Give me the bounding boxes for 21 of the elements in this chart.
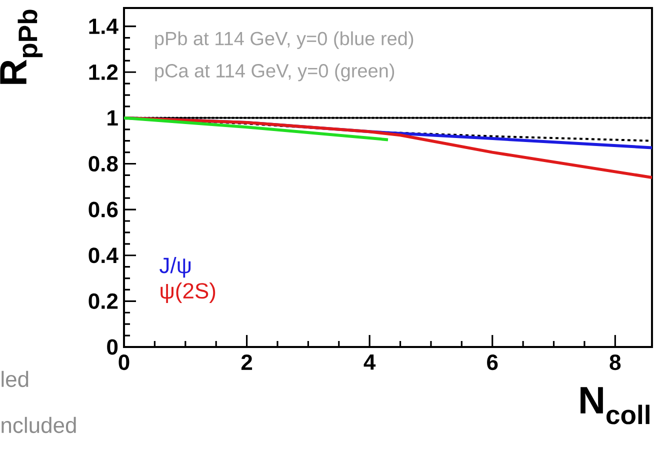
y-tick-label: 0.6	[88, 202, 118, 218]
text: led	[2, 370, 28, 388]
annotation: pPb at 114 GeV, y=0 (blue red)	[155, 31, 414, 50]
x-axis-title: N$_{coll}$	[580, 387, 650, 424]
y-axis-title: R$_{pPb}$	[0, 10, 43, 84]
x-tick-label: 2	[241, 354, 252, 370]
y-tick-label: 0.2	[88, 293, 118, 309]
text: ncluded	[2, 416, 76, 434]
y-tick-label: 1.2	[89, 64, 118, 80]
y-tick-label: 0.8	[88, 156, 118, 172]
x-tick-label: 8	[610, 354, 621, 370]
y-tick-label: 0	[107, 339, 118, 355]
annotation: pCa at 114 GeV, y=0 (green)	[155, 64, 394, 82]
x-tick-label: 4	[364, 354, 376, 370]
y-tick-label: 1.4	[89, 18, 118, 34]
y-tick-label: 1	[108, 110, 118, 126]
y-tick-label: 0.4	[88, 248, 118, 264]
x-tick-label: 0	[118, 354, 130, 370]
x-tick-label: 6	[487, 354, 498, 370]
text: ψ(2S)	[160, 282, 216, 303]
text: J/ψ	[160, 257, 191, 278]
